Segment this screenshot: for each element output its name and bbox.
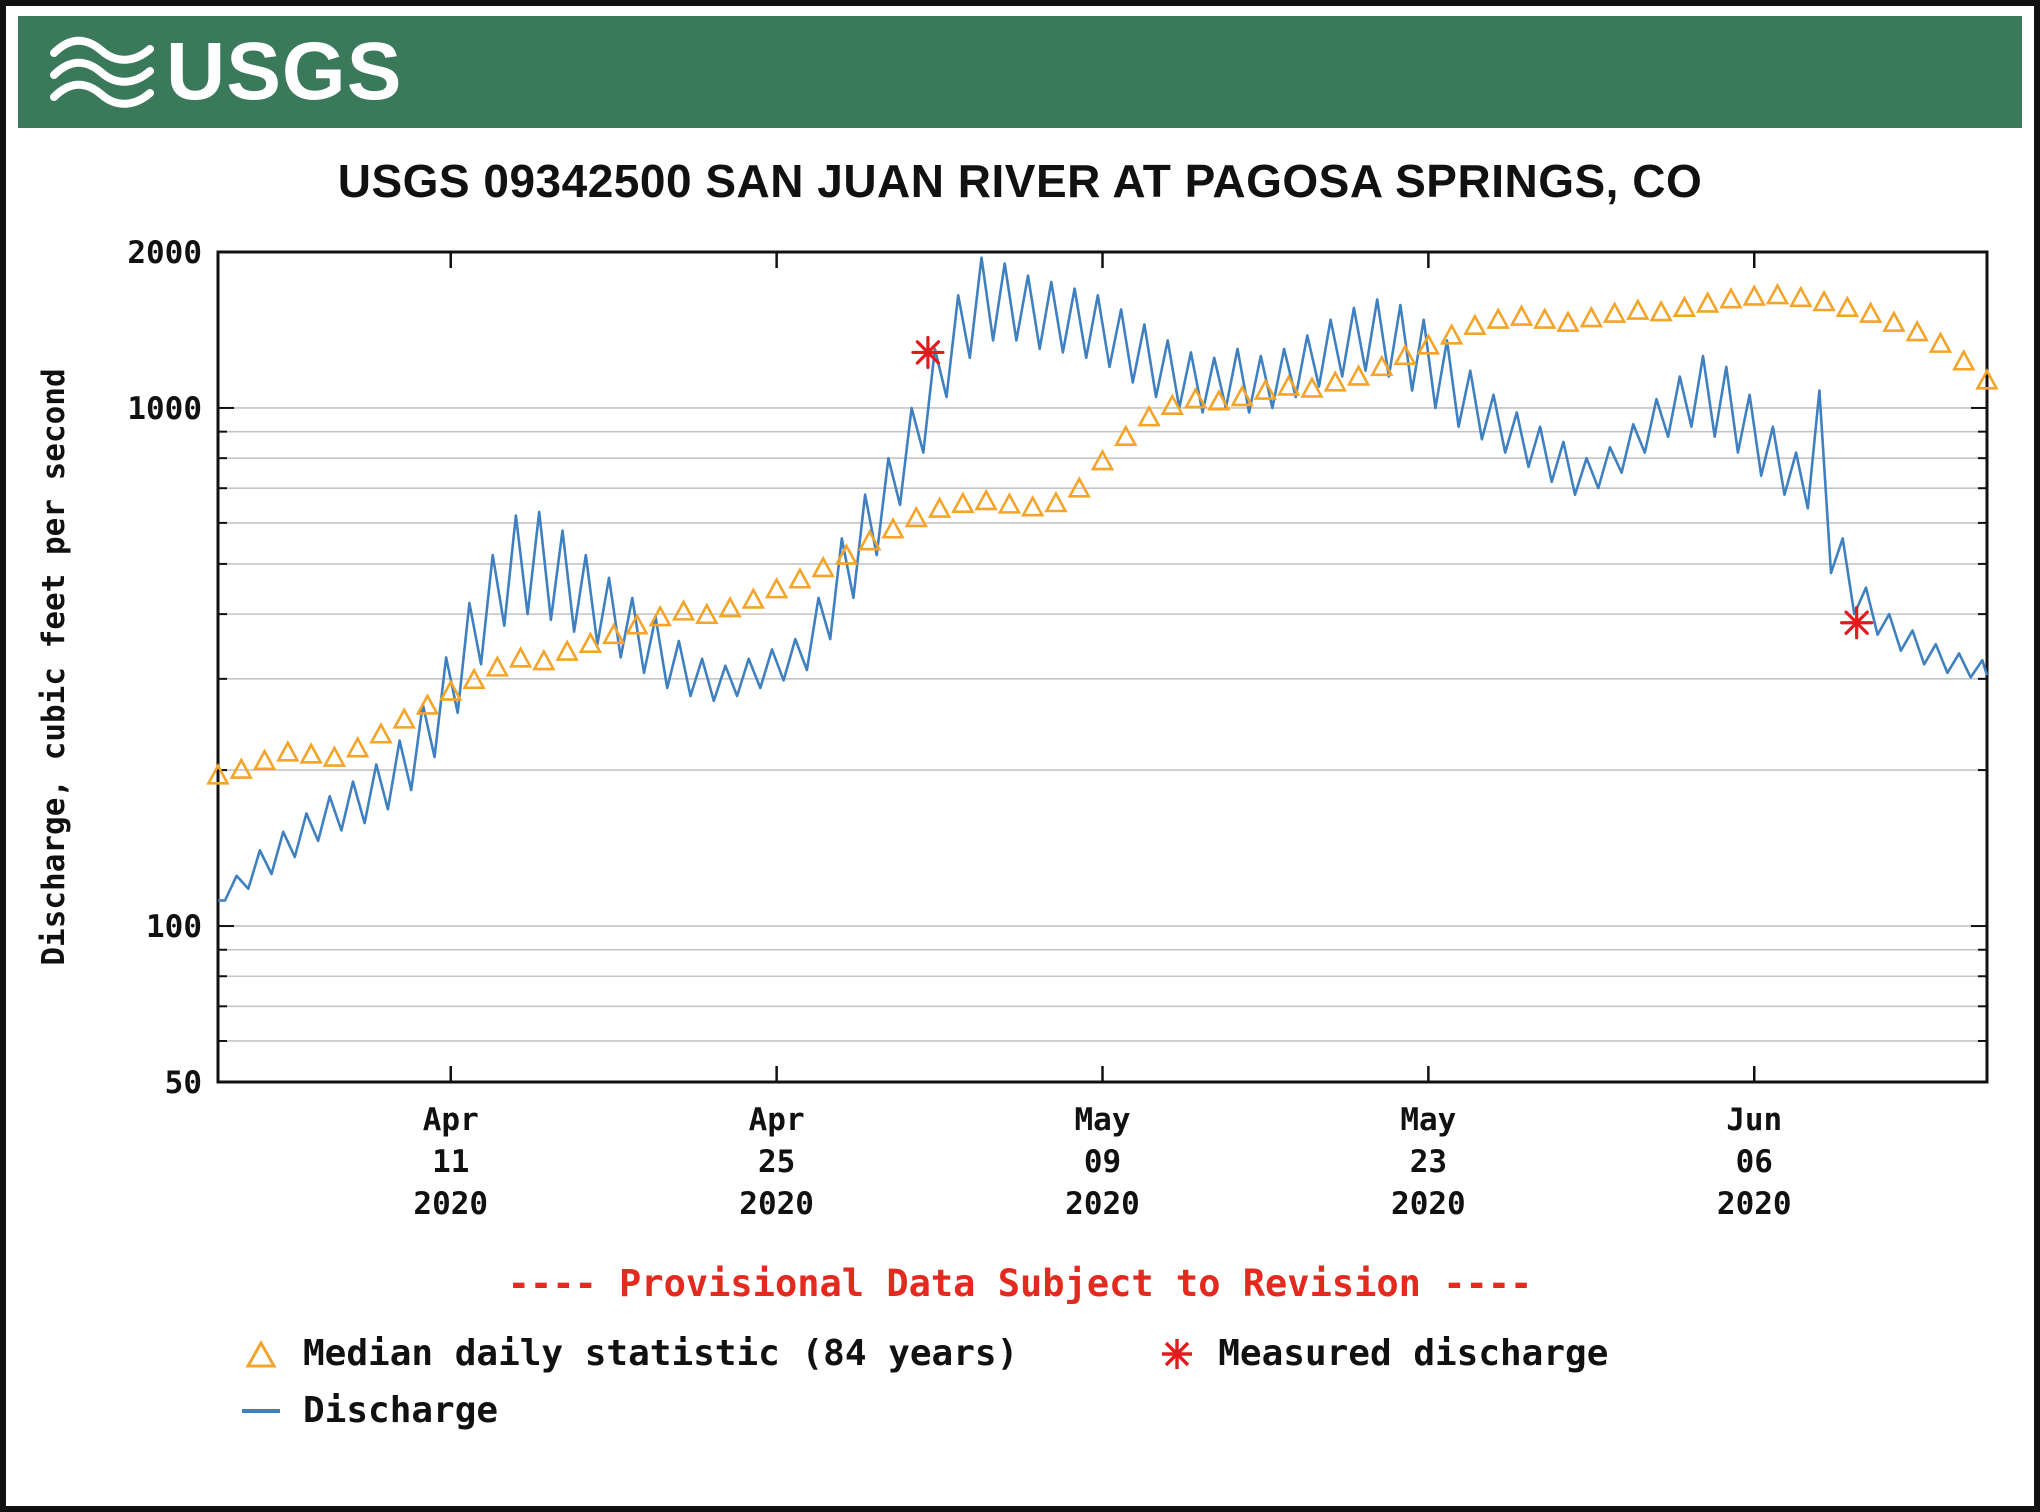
- provisional-note: ---- Provisional Data Subject to Revisio…: [507, 1262, 1533, 1305]
- svg-text:2020: 2020: [413, 1186, 488, 1222]
- svg-text:2020: 2020: [739, 1186, 814, 1222]
- svg-text:May: May: [1400, 1102, 1456, 1138]
- svg-text:1000: 1000: [127, 391, 202, 427]
- usgs-logo: USGS: [48, 31, 402, 113]
- svg-text:Jun: Jun: [1726, 1102, 1782, 1138]
- svg-text:2020: 2020: [1717, 1186, 1792, 1222]
- svg-text:23: 23: [1410, 1144, 1447, 1180]
- svg-text:Discharge, cubic feet per seco: Discharge, cubic feet per second: [36, 368, 72, 965]
- svg-text:11: 11: [432, 1144, 469, 1180]
- legend-median-label: Median daily statistic (84 years): [303, 1333, 1019, 1374]
- svg-text:09: 09: [1084, 1144, 1121, 1180]
- svg-text:100: 100: [146, 909, 202, 945]
- legend-discharge-label: Discharge: [303, 1390, 499, 1431]
- legend: Median daily statistic (84 years) Measur…: [241, 1333, 2034, 1431]
- usgs-logo-waves-icon: [50, 36, 154, 108]
- measured-asterisk-icon: [1162, 1338, 1193, 1369]
- legend-row-2: Discharge: [241, 1390, 2034, 1431]
- svg-text:50: 50: [165, 1065, 202, 1101]
- svg-text:Apr: Apr: [749, 1102, 805, 1138]
- svg-text:2020: 2020: [1391, 1186, 1466, 1222]
- chart-title: USGS 09342500 SAN JUAN RIVER AT PAGOSA S…: [337, 155, 1703, 207]
- svg-text:May: May: [1075, 1102, 1131, 1138]
- median-triangle-icon: [245, 1339, 277, 1367]
- svg-text:25: 25: [758, 1144, 795, 1180]
- svg-text:06: 06: [1736, 1144, 1773, 1180]
- svg-text:2000: 2000: [127, 235, 202, 271]
- usgs-logo-text: USGS: [166, 26, 403, 117]
- discharge-line-icon: [242, 1408, 280, 1413]
- legend-row-1: Median daily statistic (84 years) Measur…: [241, 1333, 2034, 1374]
- svg-text:2020: 2020: [1065, 1186, 1140, 1222]
- legend-measured-label: Measured discharge: [1218, 1333, 1609, 1374]
- hydrograph-plot: 2000 1000 100 50 Apr 11 2020 Apr 25 2020 May 09 2020…: [36, 235, 1999, 1222]
- svg-text:Apr: Apr: [423, 1102, 479, 1138]
- usgs-header-bar: USGS: [18, 16, 2022, 128]
